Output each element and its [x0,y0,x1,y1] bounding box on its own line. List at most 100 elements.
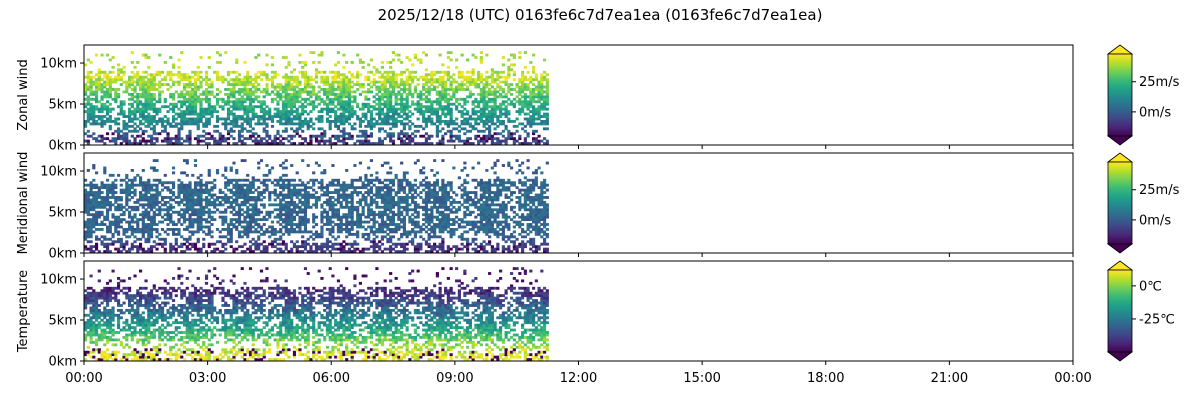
heatmap-cell [397,59,400,62]
heatmap-cell [274,194,277,197]
heatmap-cell [120,137,123,140]
heatmap-cell [342,83,345,86]
heatmap-cell [546,73,549,76]
heatmap-cell [455,105,458,108]
heatmap-cell [301,88,304,91]
heatmap-cell [502,108,505,111]
heatmap-cell [180,216,183,219]
heatmap-cell [197,189,200,192]
heatmap-cell [378,86,381,89]
heatmap-cell [186,159,189,162]
heatmap-cell [117,216,120,219]
heatmap-cell [499,120,502,123]
heatmap-cell [331,226,334,229]
heatmap-cell [128,216,131,219]
heatmap-cell [513,98,516,101]
heatmap-cell [472,108,475,111]
heatmap-cell [430,100,433,103]
heatmap-cell [128,228,131,231]
heatmap-cell [117,223,120,226]
heatmap-cell [389,103,392,106]
heatmap-cell [227,223,230,226]
heatmap-cell [249,125,252,128]
heatmap-cell [378,100,381,103]
heatmap-cell [109,83,112,86]
heatmap-cell [450,140,453,143]
heatmap-cell [521,105,524,108]
heatmap-cell [125,88,128,91]
heatmap-cell [381,110,384,113]
heatmap-cell [254,88,257,91]
heatmap-cell [392,132,395,135]
heatmap-cell [477,118,480,121]
heatmap-cell [172,167,175,170]
heatmap-cell [87,199,90,202]
heatmap-cell [309,110,312,113]
heatmap-cell [287,189,290,192]
heatmap-cell [403,127,406,130]
y-axis-label: Zonal wind [16,59,31,131]
heatmap-cell [518,78,521,81]
heatmap-cell [345,81,348,84]
heatmap-cell [450,113,453,116]
heatmap-cell [304,122,307,125]
heatmap-cell [133,127,136,130]
heatmap-cell [340,93,343,96]
heatmap-cell [257,199,260,202]
heatmap-cell [441,95,444,98]
heatmap-cell [329,88,332,91]
heatmap-cell [254,115,257,118]
heatmap-cell [293,228,296,231]
heatmap-cell [120,78,123,81]
heatmap-cell [122,230,125,233]
heatmap-cell [312,196,315,199]
heatmap-cell [169,196,172,199]
heatmap-cell [279,95,282,98]
heatmap-cell [298,122,301,125]
heatmap-cell [441,71,444,74]
heatmap-cell [202,110,205,113]
heatmap-cell [243,98,246,101]
heatmap-cell [326,81,329,84]
heatmap-cell [175,113,178,116]
heatmap-cell [441,105,444,108]
heatmap-cell [183,118,186,121]
heatmap-cell [362,105,365,108]
heatmap-cell [216,196,219,199]
heatmap-cell [532,68,535,71]
heatmap-cell [279,98,282,101]
heatmap-cell [90,194,93,197]
heatmap-cell [120,203,123,206]
heatmap-cell [359,223,362,226]
heatmap-cell [290,191,293,194]
heatmap-cell [320,98,323,101]
heatmap-cell [186,140,189,143]
heatmap-cell [186,218,189,221]
heatmap-cell [276,203,279,206]
heatmap-cell [219,140,222,143]
heatmap-cell [455,98,458,101]
heatmap-cell [334,223,337,226]
heatmap-cell [540,122,543,125]
heatmap-cell [180,76,183,79]
heatmap-cell [285,83,288,86]
heatmap-cell [543,122,546,125]
heatmap-cell [210,137,213,140]
heatmap-cell [535,88,538,91]
heatmap-cell [268,93,271,96]
heatmap-cell [507,59,510,62]
heatmap-cell [499,76,502,79]
heatmap-cell [345,235,348,238]
heatmap-cell [147,95,150,98]
heatmap-cell [329,216,332,219]
heatmap-cell [175,211,178,214]
heatmap-cell [224,127,227,130]
heatmap-cell [466,59,469,62]
heatmap-cell [230,179,233,182]
heatmap-cell [153,223,156,226]
heatmap-cell [158,213,161,216]
heatmap-cell [136,103,139,106]
heatmap-cell [158,120,161,123]
heatmap-cell [265,211,268,214]
heatmap-cell [246,73,249,76]
